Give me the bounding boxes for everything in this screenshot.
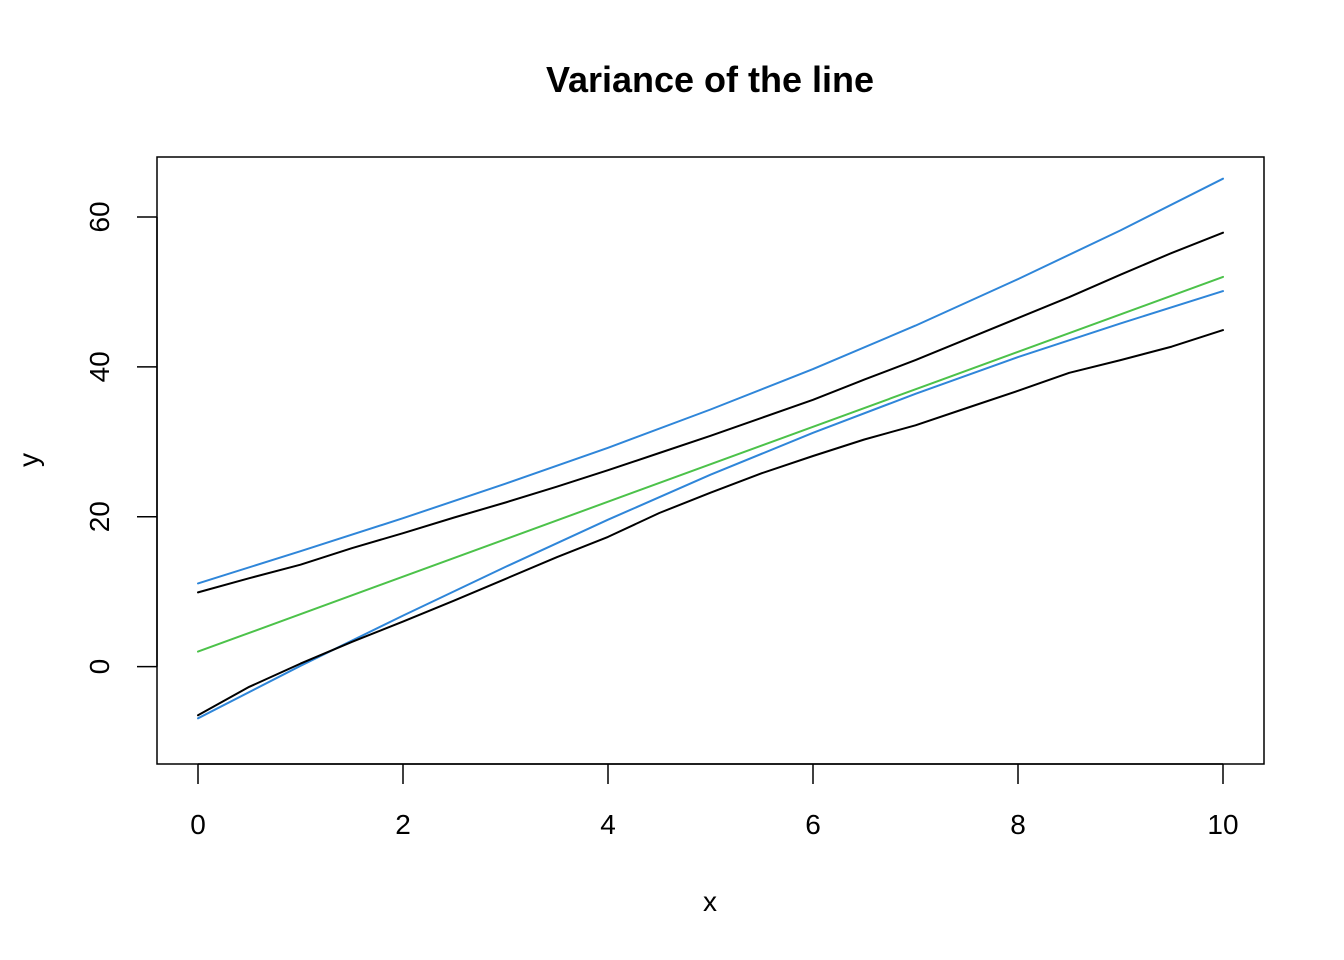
x-tick-label: 10 xyxy=(1207,809,1238,840)
series-line-2 xyxy=(197,231,1224,594)
y-tick-label: 60 xyxy=(84,201,115,232)
y-tick-label: 0 xyxy=(84,659,115,675)
x-tick-label: 0 xyxy=(190,809,206,840)
plot-frame xyxy=(156,156,1265,765)
x-tick-label: 4 xyxy=(600,809,616,840)
series-line-5 xyxy=(197,329,1224,717)
x-axis-label: x xyxy=(703,886,717,917)
series-line-3 xyxy=(197,275,1224,653)
y-tick-label: 20 xyxy=(84,501,115,532)
y-axis: 0 20 40 60 xyxy=(84,201,158,675)
x-tick-label: 2 xyxy=(395,809,411,840)
y-axis-label: y xyxy=(13,453,44,467)
x-tick-label: 6 xyxy=(805,809,821,840)
x-axis: 0 2 4 6 8 10 xyxy=(190,763,1239,840)
series-layer xyxy=(197,177,1224,720)
series-line-4 xyxy=(197,290,1224,720)
series-line-1 xyxy=(197,177,1224,585)
y-tick-label: 40 xyxy=(84,351,115,382)
chart-title: Variance of the line xyxy=(546,59,874,100)
x-tick-label: 8 xyxy=(1010,809,1026,840)
